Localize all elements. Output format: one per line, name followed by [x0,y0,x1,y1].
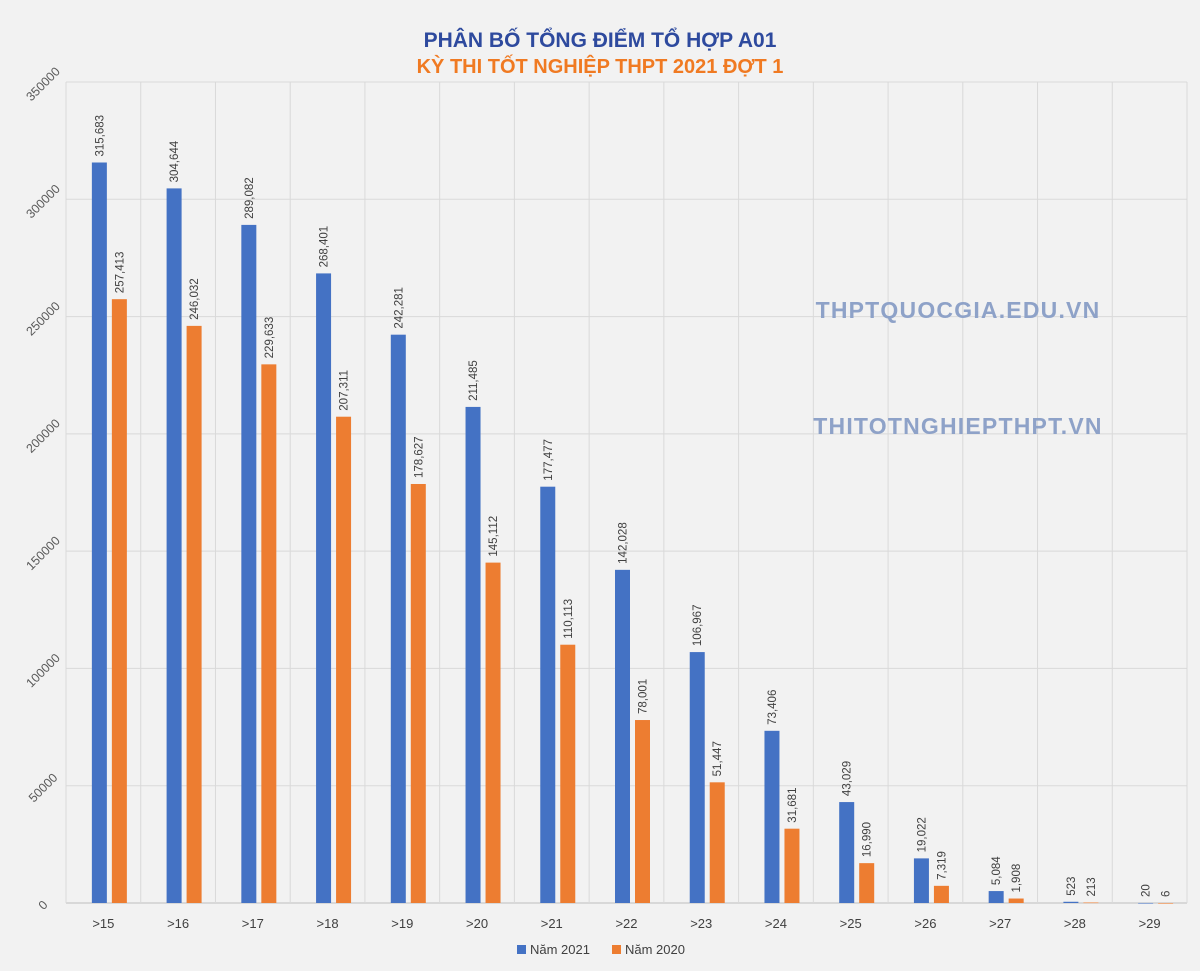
data-label: 178,627 [413,436,425,478]
x-tick-label: >26 [914,916,936,931]
chart-subtitle: KỲ THI TỐT NGHIỆP THPT 2021 ĐỢT 1 [417,54,784,78]
y-tick-label: 250000 [23,299,62,338]
watermark-thitotnghiepthpt: THITOTNGHIEPTHPT.VN [813,413,1102,439]
x-tick-label: >24 [765,916,787,931]
y-tick-label: 150000 [23,534,62,573]
data-label: 177,477 [543,439,555,481]
data-label: 289,082 [244,177,256,219]
legend: Năm 2021 Năm 2020 [517,942,685,957]
bar-nam-2021-9 [764,730,780,903]
x-tick-label: >22 [615,916,637,931]
data-label: 211,485 [468,360,480,401]
x-tick-label: >27 [989,916,1011,931]
bar-nam-2020-4 [410,483,426,903]
bar-nam-2021-4 [390,334,406,904]
data-label: 213 [1086,877,1098,896]
x-axis-ticks: >15 >16 >17 >18 >19 >20 >21 >22 >23 >24 >25 >26 >27 >… [92,916,1160,931]
y-tick-label: 300000 [23,182,62,221]
x-tick-label: >16 [167,916,189,931]
data-label: 207,311 [339,370,351,411]
data-label: 16,990 [862,822,874,857]
data-label: 523 [1066,877,1078,896]
data-label: 106,967 [692,605,704,647]
data-label: 145,112 [488,516,500,557]
bar-nam-2020-2 [261,364,277,904]
data-label: 5,084 [991,856,1003,885]
data-label: 304,644 [169,140,181,182]
bar-nam-2020-3 [336,416,352,903]
data-label: 6 [1161,891,1173,897]
bar-nam-2020-8 [709,782,725,903]
data-label: 19,022 [916,817,928,852]
y-tick-label: 0 [36,898,51,913]
bar-nam-2021-11 [913,858,929,903]
x-tick-label: >19 [391,916,413,931]
x-tick-label: >29 [1139,916,1161,931]
bar-nam-2020-11 [933,885,949,903]
bar-nam-2021-6 [540,486,556,903]
data-label: 7,319 [936,851,948,880]
data-label: 78,001 [638,679,650,714]
bar-nam-2021-0 [91,162,107,904]
data-label: 315,683 [94,115,106,157]
data-label: 110,113 [563,599,575,639]
x-tick-label: >28 [1064,916,1086,931]
legend-label-nam-2021: Năm 2021 [530,942,590,957]
chart-title: PHÂN BỐ TỔNG ĐIỂM TỔ HỢP A01 [424,28,777,52]
x-tick-label: >18 [317,916,339,931]
bar-nam-2020-13 [1083,902,1099,904]
data-label: 268,401 [319,226,331,268]
x-tick-label: >23 [690,916,712,931]
watermark-thptquocgia: THPTQUOCGIA.EDU.VN [816,297,1101,323]
legend-swatch-nam-2020 [612,945,621,954]
legend-swatch-nam-2021 [517,945,526,954]
bar-nam-2020-0 [111,299,127,904]
bar-nam-2020-5 [485,562,501,903]
y-tick-label: 200000 [23,416,62,455]
data-label: 229,633 [264,317,276,359]
data-label: 142,028 [618,522,630,564]
bar-nam-2020-14 [1158,902,1174,904]
bar-nam-2021-2 [241,224,257,903]
data-label: 73,406 [767,690,779,725]
bar-nam-2020-6 [560,644,576,903]
bar-nam-2021-7 [615,569,630,903]
bar-nam-2021-12 [988,891,1004,903]
bar-nam-2021-10 [839,802,855,903]
data-label: 246,032 [189,278,201,320]
bar-nam-2021-8 [689,652,705,903]
bar-nam-2021-3 [316,273,332,903]
bar-nam-2020-9 [784,828,800,903]
x-tick-label: >15 [92,916,114,931]
bar-nam-2020-1 [186,325,202,903]
x-tick-label: >17 [242,916,264,931]
data-label: 257,413 [114,252,126,294]
data-labels: 315,683 304,644 289,082 268,401 242,281 211,4… [94,115,1172,897]
data-label: 1,908 [1011,864,1023,893]
data-label: 51,447 [712,741,724,776]
bar-nam-2021-14 [1138,902,1154,904]
y-tick-label: 350000 [23,64,62,103]
x-tick-label: >20 [466,916,488,931]
data-label: 43,029 [842,761,854,796]
data-label: 20 [1141,884,1153,897]
bar-nam-2021-13 [1063,901,1079,903]
x-tick-label: >21 [541,916,563,931]
x-tick-label: >25 [840,916,862,931]
data-label: 242,281 [393,287,405,329]
legend-label-nam-2020: Năm 2020 [625,942,685,957]
bar-nam-2020-12 [1008,898,1024,903]
y-tick-label: 50000 [26,771,61,806]
bar-nam-2021-1 [166,188,182,903]
bars [91,162,1174,904]
data-label: 31,681 [787,787,799,822]
bar-nam-2021-5 [465,406,481,903]
y-axis-ticks: 0 50000 100000 150000 200000 250000 300000 3500… [23,64,62,912]
bar-nam-2020-7 [635,720,650,903]
y-tick-label: 100000 [23,651,62,690]
bar-nam-2020-10 [859,863,875,903]
